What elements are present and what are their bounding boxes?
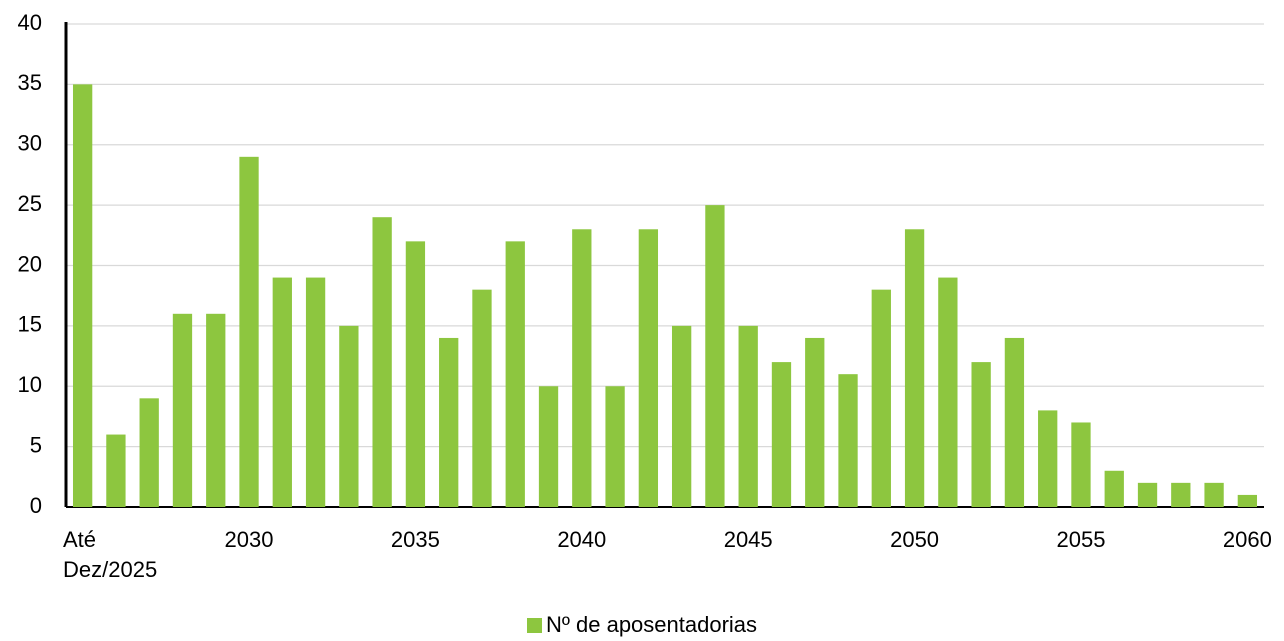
bar [538,386,559,507]
bar [139,398,159,507]
bar [206,313,226,507]
legend-label: Nº de aposentadorias [545,612,758,637]
legend: Nº de aposentadorias [0,612,1284,638]
bar [1137,482,1158,507]
bar [1204,482,1224,507]
bar [572,229,592,507]
y-tick-label: 30 [18,131,42,156]
bar [938,277,958,507]
bar [339,325,359,507]
bar [172,313,193,507]
x-tick-label: 2035 [390,527,440,552]
x-tick-label: 2050 [890,527,940,552]
x-tick-label: 2060 [1222,527,1272,552]
bar [239,156,259,507]
bar [106,434,126,507]
bar [272,277,292,507]
x-tick-label: 2055 [1056,527,1106,552]
bar [871,289,891,507]
legend-swatch [526,617,542,633]
x-tick-label: 2030 [224,527,274,552]
x-tick-label: 2040 [557,527,607,552]
bar [1237,494,1258,507]
bar [439,337,459,507]
bar [372,217,392,507]
bar [1071,422,1091,507]
bar [605,386,625,507]
y-tick-label: 15 [18,312,42,337]
bar [1171,482,1191,507]
y-tick-label: 35 [18,70,42,95]
bar [1038,410,1058,507]
bar [904,229,925,507]
bar [638,229,659,507]
y-tick-label: 40 [18,10,42,35]
bar [405,241,426,507]
chart: 0 5 10 15 20 25 30 35 40 [18,10,1264,518]
bar [971,362,991,507]
y-tick-label: 20 [18,251,42,276]
y-tick-label: 0 [30,493,42,518]
bar [1104,470,1124,507]
bar [771,362,792,507]
bar [72,84,93,507]
bar [472,289,492,507]
y-tick-label: 10 [18,372,42,397]
bar [838,374,858,507]
bar [305,277,326,507]
y-tick-label: 25 [18,191,42,216]
bar [738,325,758,507]
x-tick-label: Até Dez/2025 [63,527,158,582]
bar [805,337,825,507]
x-tick-label: 2045 [723,527,773,552]
bar [505,241,525,507]
bar [671,325,692,507]
y-tick-label: 5 [30,432,42,457]
bar [705,205,725,507]
bar [1004,337,1025,507]
